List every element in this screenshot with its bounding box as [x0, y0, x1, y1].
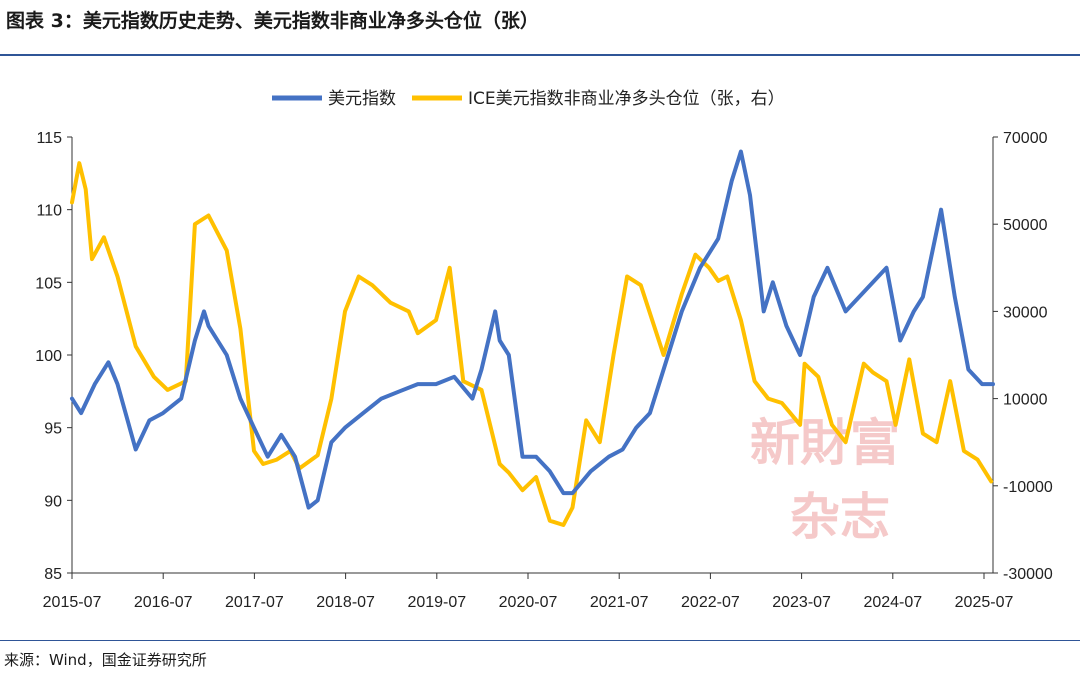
watermark: 新財富 杂志	[750, 413, 900, 546]
y-right-tick-label: 30000	[1003, 304, 1048, 321]
x-tick-label: 2024-07	[863, 594, 922, 611]
y-left-tick-label: 115	[36, 130, 62, 147]
legend-label-net-long: ICE美元指数非商业净多头仓位（张，右）	[468, 89, 785, 109]
x-tick-label: 2016-07	[134, 594, 193, 611]
legend-label-usd-index: 美元指数	[328, 89, 396, 109]
x-tick-label: 2021-07	[590, 594, 649, 611]
x-tick-label: 2015-07	[43, 594, 102, 611]
series-lines	[70, 149, 995, 527]
x-tick-label: 2020-07	[499, 594, 558, 611]
footer-divider	[0, 640, 1080, 641]
y-left-tick-label: 105	[35, 275, 62, 292]
chart-title: 图表 3：美元指数历史走势、美元指数非商业净多头仓位（张）	[6, 10, 539, 32]
x-tick-label: 2019-07	[407, 594, 466, 611]
x-tick-label: 2023-07	[772, 594, 831, 611]
axes: 85 90 95 100 105 110 115 -30000 -10000 10000 30000…	[35, 130, 1053, 611]
y-left-tick-label: 110	[36, 203, 62, 220]
x-tick-label: 2022-07	[681, 594, 740, 611]
series-line-net-long	[70, 161, 994, 527]
x-tick-label: 2025-07	[955, 594, 1014, 611]
y-left-tick-label: 100	[35, 348, 62, 365]
watermark-line1: 新財富	[750, 413, 900, 472]
y-left-tick-label: 85	[44, 566, 62, 583]
y-right-tick-label: -30000	[1003, 566, 1053, 583]
x-tick-label: 2018-07	[316, 594, 375, 611]
dollar-index-chart: 美元指数 ICE美元指数非商业净多头仓位（张，右） 新財富 杂志 85 90 95 1…	[35, 89, 1053, 611]
y-left-tick-label: 95	[44, 421, 62, 438]
title-divider	[0, 54, 1080, 56]
series-line-usd-index	[70, 149, 995, 510]
y-right-tick-label: 10000	[1003, 392, 1048, 409]
y-right-tick-label: 70000	[1003, 130, 1048, 147]
x-tick-label: 2017-07	[225, 594, 284, 611]
y-right-tick-label: 50000	[1003, 217, 1048, 234]
y-left-tick-label: 90	[44, 493, 62, 510]
watermark-line2: 杂志	[790, 487, 890, 546]
legend: 美元指数 ICE美元指数非商业净多头仓位（张，右）	[272, 89, 785, 109]
source-note: 来源：Wind，国金证券研究所	[4, 651, 207, 669]
y-right-tick-label: -10000	[1003, 479, 1053, 496]
